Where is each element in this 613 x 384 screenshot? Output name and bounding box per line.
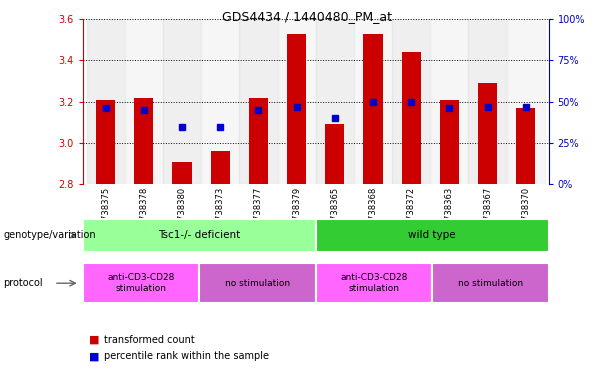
Bar — [402, 52, 421, 184]
Bar — [201, 19, 239, 184]
Text: transformed count: transformed count — [104, 335, 195, 345]
Bar — [96, 100, 115, 184]
Bar — [134, 98, 153, 184]
Text: wild type: wild type — [408, 230, 456, 240]
Text: percentile rank within the sample: percentile rank within the sample — [104, 351, 269, 361]
Bar — [326, 124, 345, 184]
Bar — [172, 162, 192, 184]
Text: no stimulation: no stimulation — [458, 279, 523, 288]
Bar — [364, 34, 383, 184]
Bar — [125, 19, 163, 184]
Bar — [239, 19, 278, 184]
Bar — [287, 34, 306, 184]
Bar — [249, 98, 268, 184]
Bar — [354, 19, 392, 184]
Text: no stimulation: no stimulation — [225, 279, 290, 288]
Text: anti-CD3-CD28
stimulation: anti-CD3-CD28 stimulation — [340, 273, 408, 293]
Bar — [478, 83, 497, 184]
Text: protocol: protocol — [3, 278, 43, 288]
Bar — [506, 19, 545, 184]
Bar — [468, 19, 506, 184]
Bar — [211, 151, 230, 184]
Bar — [430, 19, 468, 184]
Bar — [440, 100, 459, 184]
Bar — [516, 108, 535, 184]
Bar — [163, 19, 201, 184]
Bar — [86, 19, 125, 184]
Text: ■: ■ — [89, 335, 99, 345]
Text: anti-CD3-CD28
stimulation: anti-CD3-CD28 stimulation — [107, 273, 175, 293]
Text: ■: ■ — [89, 351, 99, 361]
Bar — [278, 19, 316, 184]
Text: genotype/variation: genotype/variation — [3, 230, 96, 240]
Text: GDS4434 / 1440480_PM_at: GDS4434 / 1440480_PM_at — [221, 10, 392, 23]
Bar — [392, 19, 430, 184]
Bar — [316, 19, 354, 184]
Text: Tsc1-/- deficient: Tsc1-/- deficient — [158, 230, 240, 240]
